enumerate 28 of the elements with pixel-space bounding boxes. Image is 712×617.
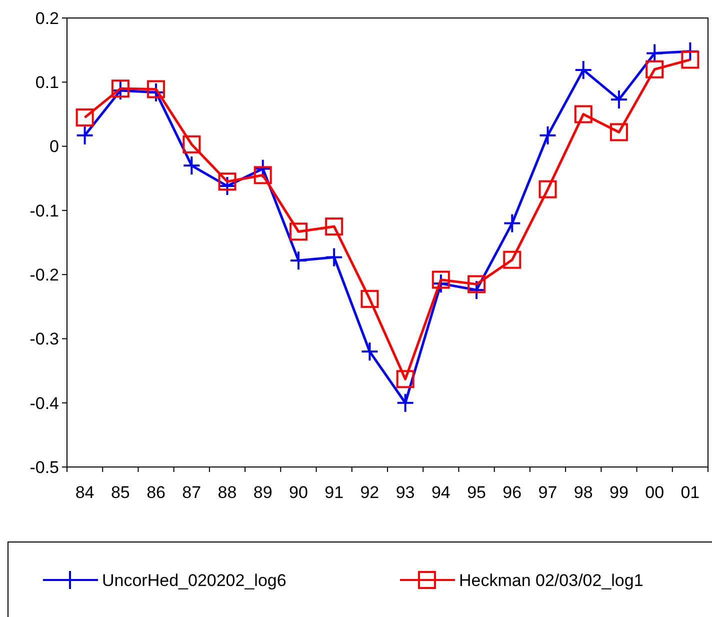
x-tick-label: 85 — [110, 483, 130, 502]
x-tick-label: 96 — [502, 483, 522, 502]
x-tick-label: 94 — [431, 483, 450, 502]
y-tick-label: 0 — [50, 137, 59, 156]
y-tick-label: -0.3 — [30, 330, 59, 349]
x-tick-label: 88 — [218, 483, 237, 502]
legend-label: UncorHed_020202_log6 — [102, 570, 286, 590]
x-tick-label: 92 — [360, 483, 380, 502]
x-tick-label: 97 — [538, 483, 558, 502]
x-tick-label: 00 — [645, 483, 664, 502]
y-tick-label: 0.2 — [35, 8, 59, 28]
x-tick-label: 01 — [680, 483, 700, 502]
y-tick-label: 0.1 — [35, 73, 59, 92]
y-tick-label: -0.1 — [30, 201, 59, 220]
x-tick-label: 98 — [574, 483, 593, 502]
y-tick-label: -0.4 — [30, 394, 59, 413]
x-tick-label: 89 — [253, 483, 272, 502]
x-tick-label: 91 — [324, 483, 344, 502]
x-tick-label: 93 — [396, 483, 415, 502]
x-tick-label: 95 — [467, 483, 486, 502]
x-tick-label: 84 — [75, 483, 94, 502]
x-tick-label: 99 — [610, 483, 628, 502]
x-tick-label: 86 — [146, 483, 166, 502]
x-tick-label: 87 — [182, 483, 202, 502]
x-tick-label: 90 — [289, 483, 308, 502]
y-tick-label: -0.2 — [30, 266, 59, 285]
y-tick-label: -0.5 — [30, 458, 59, 477]
legend-label: Heckman 02/03/02_log1 — [459, 570, 644, 590]
